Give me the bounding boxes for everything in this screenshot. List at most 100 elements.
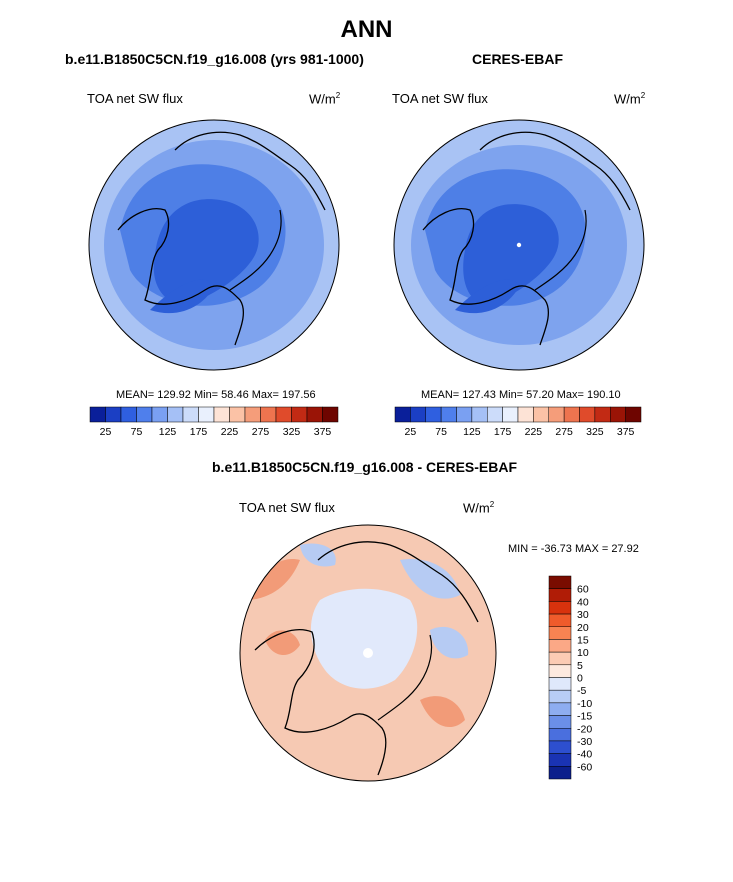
panel3-colorbar-swatch — [548, 715, 572, 729]
panel3-colorbar-tick-label: 10 — [577, 647, 589, 659]
panel1-colorbar-swatch — [260, 406, 277, 423]
panel1-colorbar: 25 75 125 175 225 275 325 375 — [89, 406, 339, 438]
panel2-colorbar-swatch — [517, 406, 534, 423]
panel2-map-border — [393, 119, 645, 371]
panel3-map-border — [239, 524, 497, 782]
panel3-colorbar-swatch — [548, 639, 572, 653]
panel3-colorbar-swatch — [548, 766, 572, 780]
panel1-colorbar-swatch — [120, 406, 137, 423]
panel1-colorbar-swatch — [291, 406, 308, 423]
panel2-colorbar-swatch — [563, 406, 580, 423]
panel3-colorbar-swatch — [548, 677, 572, 691]
panel1-colorbar-tick-label: 25 — [100, 426, 112, 438]
panel1-colorbar-swatch — [105, 406, 122, 423]
panel2-coastline-b — [479, 131, 631, 211]
panel3-colorbar-swatch — [548, 613, 572, 627]
panel2-colorbar-swatch — [394, 406, 411, 423]
panel1-colorbar-swatch — [322, 406, 339, 423]
panel1-colorbar-tick-label: 275 — [252, 426, 270, 438]
panel1-colorbar-swatch — [213, 406, 230, 423]
panel1-coastline-c — [229, 209, 282, 291]
panel3-central-ice — [310, 588, 418, 689]
panel1-title: b.e11.B1850C5CN.f19_g16.008 (yrs 981-100… — [65, 51, 364, 67]
panel2-colorbar-swatch — [471, 406, 488, 423]
panel2-colorbar-swatch — [440, 406, 457, 423]
panel3-colorbar-tick-label: 60 — [577, 584, 589, 596]
panel2-colorbar-swatch — [625, 406, 642, 423]
panel2-colorbar-swatch — [579, 406, 596, 423]
panel3-coastline-a — [254, 629, 387, 776]
panel2-colorbar-swatch — [487, 406, 503, 423]
panel1-colorbar-tick-label: 175 — [190, 426, 208, 438]
panel1-colorbar-swatch — [136, 406, 153, 423]
panel1-units-label: W/m2 — [309, 91, 341, 107]
panel2-colorbar-tick-label: 75 — [435, 426, 447, 438]
panel3-coastline-c — [377, 634, 433, 721]
panel2-core — [463, 204, 559, 305]
panel3-colorbar-swatch — [548, 689, 572, 704]
panel1-map-border — [88, 119, 340, 371]
panel3-units-label: W/m2 — [463, 500, 495, 516]
panel2-colorbar-swatch — [548, 406, 565, 423]
panel3-colorbar-swatch — [548, 651, 572, 666]
panel2-coastline-c — [534, 209, 587, 291]
panel1-colorbar-tick-label: 375 — [314, 426, 332, 438]
panel1-colorbar-swatch — [151, 406, 168, 423]
panel3-colorbar-tick-label: -15 — [577, 711, 592, 723]
panel3-colorbar-tick-label: -30 — [577, 736, 592, 748]
panel2-colorbar-tick-label: 175 — [494, 426, 512, 438]
panel1-core — [153, 199, 259, 305]
panel2-colorbar-swatch — [425, 406, 442, 423]
panel1-colorbar-swatch — [198, 406, 215, 423]
panel2-colorbar-tick-label: 125 — [463, 426, 481, 438]
panel1-colorbar-tick-label: 75 — [131, 426, 143, 438]
panel3-colorbar-tick-label: -40 — [577, 749, 592, 761]
panel1-colorbar-swatch — [182, 406, 199, 423]
panel3-colorbar-tick-label: 0 — [577, 673, 583, 685]
panel3-colorbar-swatch — [548, 664, 572, 678]
panel2-colorbar-swatch — [594, 406, 611, 423]
panel1-coastline-a — [117, 208, 244, 346]
panel1-colorbar-swatch — [275, 406, 292, 423]
panel3-colorbar-tick-label: 30 — [577, 609, 589, 621]
panel1-colorbar-swatch — [244, 406, 261, 423]
panel3-cool-patch-a — [400, 559, 460, 599]
panel2-colorbar: 25 75 125 175 225 275 325 375 — [394, 406, 642, 438]
panel3-colorbar-swatch — [548, 740, 572, 754]
panel2-colorbar-swatch — [410, 406, 426, 423]
panel3-colorbar-tick-label: -60 — [577, 761, 592, 773]
panel3-pole-hole — [363, 648, 373, 658]
panel3-colorbar-swatch — [548, 588, 572, 602]
panel3-colorbar-swatch — [548, 626, 572, 640]
panel2-colorbar-tick-label: 325 — [586, 426, 604, 438]
panel2-greenland — [455, 279, 520, 314]
panel2-colorbar-tick-label: 225 — [525, 426, 543, 438]
panel2-colorbar-swatch — [456, 406, 473, 423]
panel3-warm-patch-c — [420, 696, 465, 728]
panel3-colorbar-tick-label: 20 — [577, 622, 589, 634]
panel3-colorbar-tick-label: 40 — [577, 596, 589, 608]
panel3-warm-patch-a — [245, 559, 300, 600]
panel3-colorbar-tick-label: 5 — [577, 660, 583, 672]
panel2-colorbar-swatch — [610, 406, 626, 423]
panel1-colorbar-swatch — [167, 406, 184, 423]
panel2-pole-hole — [516, 242, 522, 248]
panel3-stats: MIN = -36.73 MAX = 27.92 — [508, 543, 639, 555]
panel3-cool-patch-c — [300, 543, 336, 567]
panel3-colorbar-tick-label: 15 — [577, 634, 589, 646]
panel2-colorbar-tick-label: 275 — [555, 426, 573, 438]
panel3-colorbar-tick-label: -20 — [577, 723, 592, 735]
panel1-coastline-b — [174, 131, 326, 211]
panel2-colorbar-tick-label: 25 — [405, 426, 417, 438]
panel1-variable-label: TOA net SW flux — [87, 91, 183, 106]
panel1-stats: MEAN= 129.92 Min= 58.46 Max= 197.56 — [116, 389, 316, 401]
figure-title: ANN — [340, 16, 393, 43]
panel1-colorbar-tick-label: 125 — [159, 426, 177, 438]
panel2-colorbar-swatch — [533, 406, 549, 423]
panel3-coastline-b — [317, 541, 479, 623]
panel2-title: CERES-EBAF — [472, 51, 564, 67]
panel2-variable-label: TOA net SW flux — [392, 91, 488, 106]
panel2-colorbar-swatch — [502, 406, 519, 423]
